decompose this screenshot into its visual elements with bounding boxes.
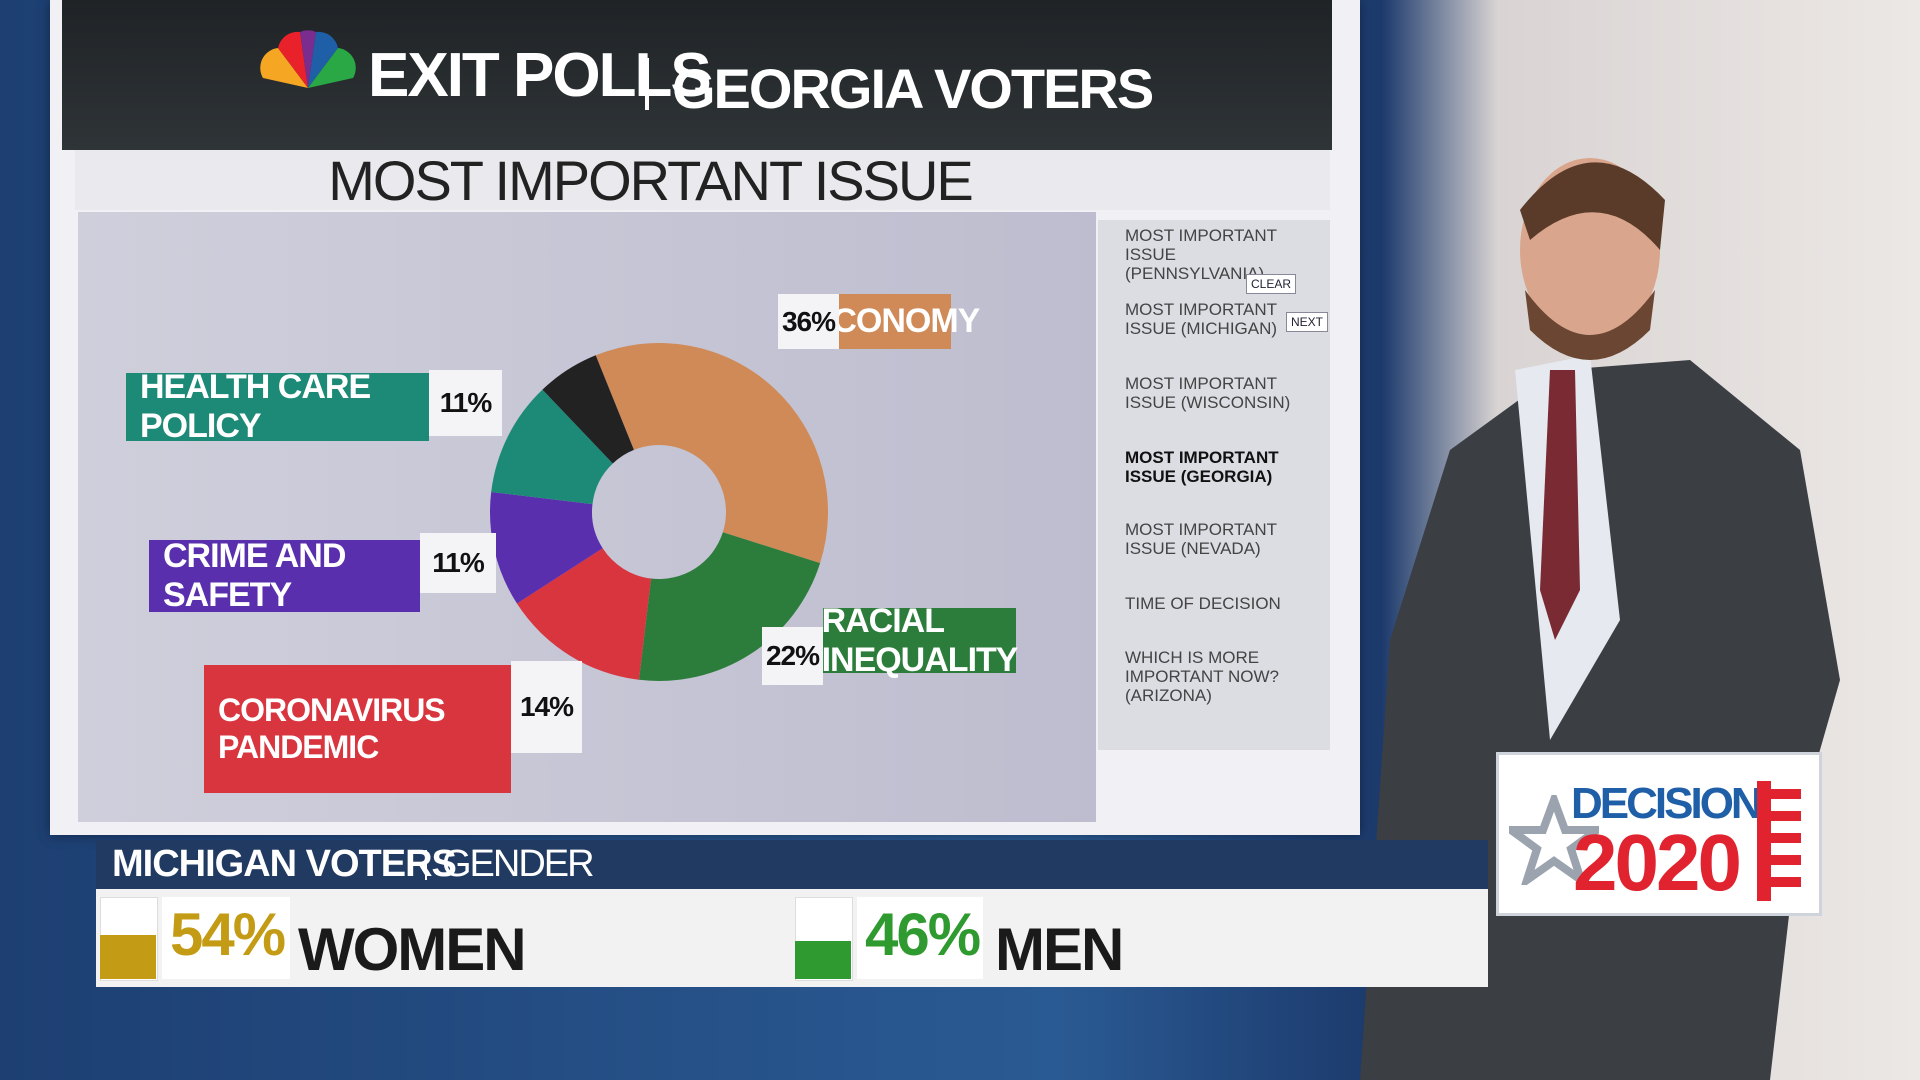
donut-slice	[638, 532, 821, 681]
header-divider	[645, 58, 649, 110]
slice-label: CORONAVIRUS PANDEMIC	[204, 665, 511, 793]
lower-third-topic: GENDER	[442, 843, 595, 885]
entry-fill	[100, 934, 156, 979]
sidebar-item[interactable]: TIME OF DECISION	[1125, 594, 1281, 613]
entry-value-label: 54%	[170, 901, 286, 968]
tie	[1540, 370, 1580, 640]
entry-value-label: 46%	[865, 901, 981, 968]
header-subtitle: GEORGIA VOTERS	[672, 57, 1154, 120]
sidebar-item[interactable]: MOST IMPORTANT ISSUE (MICHIGAN)	[1125, 300, 1278, 338]
chart-title: MOST IMPORTANT ISSUE	[328, 149, 974, 212]
entry-value-box	[857, 897, 983, 979]
entry-fill	[795, 941, 851, 979]
slice-value-label: 36%	[778, 294, 839, 349]
lower-third-divider	[425, 850, 427, 880]
donut-slice	[542, 355, 634, 464]
logo-star	[1509, 795, 1599, 885]
sidebar-item[interactable]: MOST IMPORTANT ISSUE (WISCONSIN)	[1125, 374, 1291, 412]
sidebar-item[interactable]: MOST IMPORTANT ISSUE (PENNSYLVANIA)	[1125, 226, 1277, 283]
slice-value-label: 11%	[429, 370, 502, 436]
sidebar-button[interactable]: CLEAR	[1246, 274, 1297, 294]
slice-value-label: 11%	[420, 533, 496, 593]
peacock-logo	[260, 30, 356, 88]
logo-line2: 2020	[1573, 818, 1742, 907]
slice-value-label: 14%	[511, 661, 582, 753]
header-title: EXIT POLLS	[368, 41, 712, 110]
sidebar-item[interactable]: MOST IMPORTANT ISSUE (GEORGIA)	[1125, 448, 1279, 486]
beard	[1525, 290, 1655, 360]
entry-value-box	[162, 897, 290, 979]
slice-label: ECONOMY	[811, 294, 980, 349]
slice-label: RACIAL INEQUALITY	[821, 601, 1019, 679]
donut-slice	[490, 491, 603, 604]
logo-stripes	[1757, 781, 1801, 901]
entry-name: MEN	[995, 916, 1124, 983]
slice-label: HEALTH CARE POLICY	[126, 368, 429, 445]
slice-label: CRIME AND SAFETY	[149, 537, 420, 614]
lower-third-bar	[96, 840, 1488, 889]
decision-logo: DECISION 2020	[1496, 752, 1822, 916]
sidebar-item[interactable]: MOST IMPORTANT ISSUE (NEVADA)	[1125, 520, 1277, 558]
lower-third-row	[96, 889, 1488, 987]
title-bar	[75, 150, 1330, 210]
donut-chart	[490, 342, 829, 681]
sidebar	[1098, 220, 1330, 750]
entry-name: WOMEN	[298, 916, 527, 983]
hair	[1520, 162, 1665, 250]
sidebar-item[interactable]: WHICH IS MORE IMPORTANT NOW? (ARIZONA)	[1125, 648, 1279, 705]
donut-slice	[516, 548, 652, 680]
sidebar-button[interactable]: NEXT	[1286, 312, 1329, 332]
donut-slice	[491, 389, 613, 505]
lower-third-title: MICHIGAN VOTERS	[112, 843, 457, 885]
donut-slice	[595, 342, 829, 564]
logo-line1: DECISION	[1571, 779, 1763, 828]
slice-value-label: 22%	[762, 627, 823, 685]
